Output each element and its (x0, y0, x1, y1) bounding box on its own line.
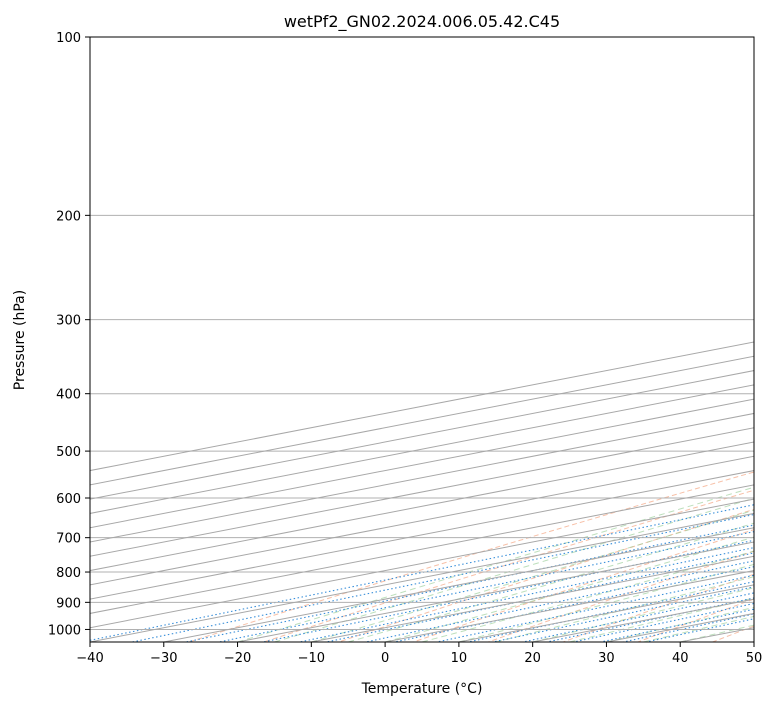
isotherm-line (163, 527, 754, 642)
y-tick-label: 800 (56, 566, 81, 581)
y-axis-ticks: 100 200 300 400 500 600 700 800 900 1000 (48, 31, 90, 638)
y-tick-label: 200 (56, 209, 81, 224)
mixing-ratio-line (620, 613, 754, 642)
y-tick-label: 100 (56, 31, 81, 46)
dry-adiabat (262, 489, 754, 642)
isotherm-line (90, 441, 754, 572)
x-tick-label: −20 (224, 651, 251, 666)
x-tick-label: 30 (598, 651, 615, 666)
moist-adiabat (421, 550, 754, 642)
isotherm-line (90, 498, 754, 629)
isotherm-line (90, 455, 754, 586)
plot-area (90, 37, 754, 642)
x-tick-label: 10 (451, 651, 468, 666)
x-axis-ticks: −40 −30 −20 −10 0 10 20 30 40 50 (76, 642, 762, 666)
x-tick-label: 20 (524, 651, 541, 666)
y-tick-label: 400 (56, 388, 81, 403)
x-tick-label: 40 (672, 651, 689, 666)
isotherm-line (90, 512, 754, 642)
mixing-ratio-line (129, 513, 754, 642)
mixing-ratio-line (643, 618, 754, 642)
mixing-ratio-line (90, 504, 754, 641)
chart-title: wetPf2_GN02.2024.006.05.42.C45 (284, 12, 560, 32)
isotherm-line (90, 427, 754, 557)
y-axis-title: Pressure (hPa) (12, 290, 28, 390)
y-tick-label: 900 (56, 596, 81, 611)
x-axis-title: Temperature (°C) (361, 681, 483, 697)
isotherm-line (90, 470, 754, 600)
x-tick-label: 0 (381, 651, 389, 666)
moist-adiabat (384, 536, 754, 642)
y-tick-label: 300 (56, 314, 81, 329)
mixing-ratio-line (434, 574, 754, 642)
mixing-ratio-line (363, 560, 754, 642)
x-tick-label: −30 (150, 651, 177, 666)
x-tick-label: −10 (298, 651, 325, 666)
plot-frame (89, 36, 755, 643)
dry-adiabat (411, 529, 754, 642)
mixing-ratio-line (598, 608, 754, 642)
y-tick-label: 600 (56, 492, 81, 507)
isotherm-line (90, 412, 754, 543)
y-tick-label: 700 (56, 532, 81, 547)
grid-lines (90, 37, 754, 642)
moist-adiabat (495, 576, 754, 642)
isotherm-line (90, 484, 754, 614)
x-tick-label: −40 (76, 651, 103, 666)
y-tick-label: 1000 (48, 623, 81, 638)
dry-adiabat (187, 471, 754, 642)
y-tick-label: 500 (56, 445, 81, 460)
x-tick-label: 50 (746, 651, 763, 666)
